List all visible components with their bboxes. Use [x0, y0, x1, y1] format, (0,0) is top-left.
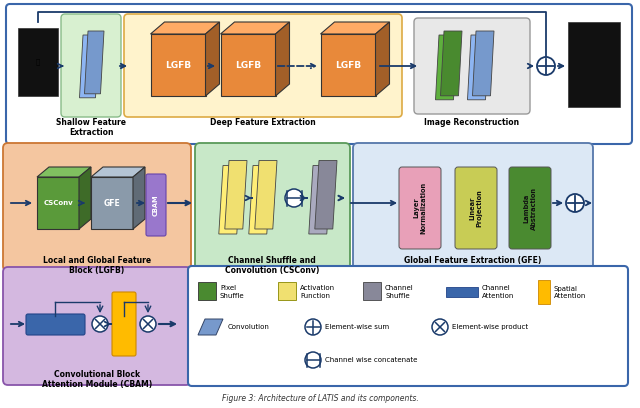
- Polygon shape: [467, 35, 489, 100]
- Polygon shape: [275, 22, 289, 96]
- FancyBboxPatch shape: [3, 143, 191, 271]
- Circle shape: [305, 352, 321, 368]
- Text: Spatial
Attention: Spatial Attention: [554, 286, 586, 299]
- Polygon shape: [91, 167, 145, 177]
- Polygon shape: [205, 22, 220, 96]
- Polygon shape: [150, 34, 205, 96]
- Text: CSConv: CSConv: [43, 200, 73, 206]
- Polygon shape: [221, 34, 275, 96]
- FancyBboxPatch shape: [363, 282, 381, 300]
- FancyBboxPatch shape: [198, 282, 216, 300]
- Polygon shape: [315, 160, 337, 229]
- FancyBboxPatch shape: [112, 292, 136, 356]
- Text: Linear
Projection: Linear Projection: [470, 189, 483, 227]
- FancyBboxPatch shape: [278, 282, 296, 300]
- FancyBboxPatch shape: [399, 167, 441, 249]
- Text: Convolution: Convolution: [228, 324, 270, 330]
- Text: Deep Feature Extraction: Deep Feature Extraction: [210, 118, 316, 127]
- Polygon shape: [249, 166, 271, 234]
- Polygon shape: [150, 22, 220, 34]
- Text: Activation
Function: Activation Function: [300, 286, 335, 299]
- Text: LGFB: LGFB: [165, 60, 191, 69]
- Circle shape: [285, 189, 303, 207]
- Polygon shape: [321, 22, 390, 34]
- Text: Figure 3: Architecture of LATIS and its components.: Figure 3: Architecture of LATIS and its …: [221, 394, 419, 403]
- Polygon shape: [221, 22, 289, 34]
- Polygon shape: [376, 22, 390, 96]
- FancyBboxPatch shape: [146, 174, 166, 236]
- Text: Local and Global Feature
Block (LGFB): Local and Global Feature Block (LGFB): [43, 256, 151, 275]
- Polygon shape: [79, 167, 91, 229]
- Polygon shape: [255, 160, 277, 229]
- Polygon shape: [309, 166, 331, 234]
- Circle shape: [92, 316, 108, 332]
- FancyBboxPatch shape: [538, 280, 550, 304]
- Polygon shape: [435, 35, 457, 100]
- FancyBboxPatch shape: [446, 287, 478, 297]
- Text: Shallow Feature
Extraction: Shallow Feature Extraction: [56, 118, 126, 137]
- Circle shape: [305, 319, 321, 335]
- Polygon shape: [225, 160, 247, 229]
- Circle shape: [140, 316, 156, 332]
- Text: Channel wise concatenate: Channel wise concatenate: [325, 357, 417, 363]
- FancyBboxPatch shape: [509, 167, 551, 249]
- FancyBboxPatch shape: [414, 18, 530, 114]
- Polygon shape: [79, 35, 99, 98]
- Text: Element-wise product: Element-wise product: [452, 324, 528, 330]
- Polygon shape: [37, 177, 79, 229]
- Polygon shape: [472, 31, 494, 96]
- FancyBboxPatch shape: [124, 14, 402, 117]
- Text: 🏠: 🏠: [36, 59, 40, 65]
- Polygon shape: [198, 319, 223, 335]
- Text: Channel
Shuffle: Channel Shuffle: [385, 286, 413, 299]
- Polygon shape: [219, 166, 241, 234]
- FancyBboxPatch shape: [195, 143, 350, 271]
- Text: Image Reconstruction: Image Reconstruction: [424, 118, 520, 127]
- FancyBboxPatch shape: [188, 266, 628, 386]
- FancyBboxPatch shape: [353, 143, 593, 271]
- Text: Pixel
Shuffle: Pixel Shuffle: [220, 286, 244, 299]
- Text: Element-wise sum: Element-wise sum: [325, 324, 389, 330]
- Text: Channel Shuffle and
Convolution (CSConv): Channel Shuffle and Convolution (CSConv): [225, 256, 319, 275]
- Text: CBAM: CBAM: [153, 194, 159, 216]
- FancyBboxPatch shape: [61, 14, 121, 117]
- Text: LGFB: LGFB: [335, 60, 361, 69]
- Polygon shape: [37, 167, 91, 177]
- FancyBboxPatch shape: [18, 28, 58, 96]
- Text: LGFB: LGFB: [235, 60, 261, 69]
- Text: Lambda
Abstraction: Lambda Abstraction: [524, 186, 536, 229]
- FancyBboxPatch shape: [26, 314, 85, 335]
- FancyBboxPatch shape: [455, 167, 497, 249]
- Circle shape: [566, 194, 584, 212]
- Polygon shape: [133, 167, 145, 229]
- Text: GFE: GFE: [104, 199, 120, 208]
- Circle shape: [537, 57, 555, 75]
- Text: Layer
Normalization: Layer Normalization: [413, 182, 426, 234]
- Polygon shape: [321, 34, 376, 96]
- FancyBboxPatch shape: [3, 267, 191, 385]
- Polygon shape: [91, 177, 133, 229]
- Text: Global Feature Extraction (GFE): Global Feature Extraction (GFE): [404, 256, 541, 265]
- Text: Channel
Attention: Channel Attention: [482, 286, 515, 299]
- Circle shape: [432, 319, 448, 335]
- FancyBboxPatch shape: [568, 22, 620, 107]
- Polygon shape: [84, 31, 104, 94]
- FancyBboxPatch shape: [6, 4, 632, 144]
- Polygon shape: [440, 31, 462, 96]
- Text: Convolutional Block
Attention Module (CBAM): Convolutional Block Attention Module (CB…: [42, 370, 152, 389]
